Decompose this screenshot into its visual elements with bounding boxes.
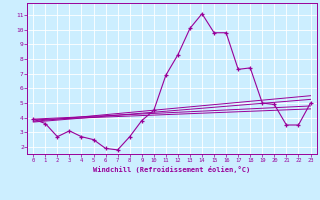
X-axis label: Windchill (Refroidissement éolien,°C): Windchill (Refroidissement éolien,°C)	[93, 166, 251, 173]
